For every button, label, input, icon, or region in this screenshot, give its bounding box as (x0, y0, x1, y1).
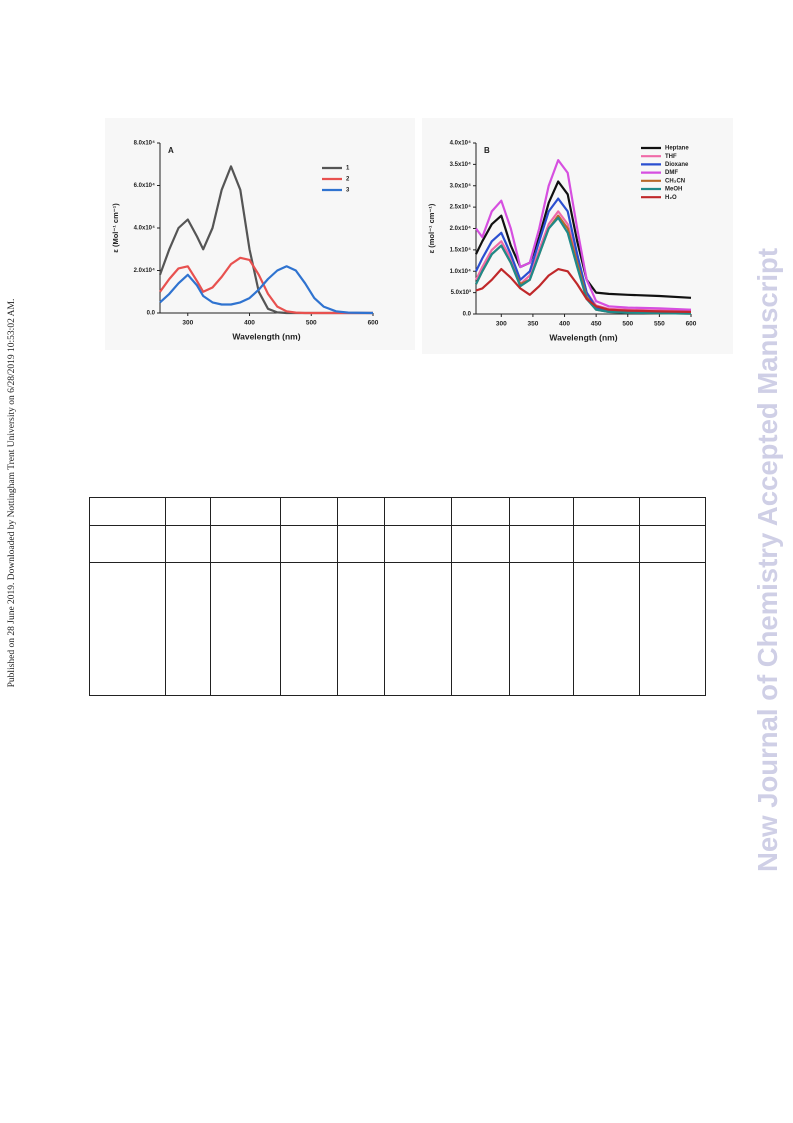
legend-label: Heptane (665, 146, 689, 152)
y-tick-label: 6.0x10⁴ (134, 183, 155, 189)
y-tick-label: 2.5x10⁴ (450, 205, 471, 211)
legend-label: MeOH (665, 187, 682, 193)
series-line (475, 268, 692, 313)
legend-label: 1 (346, 166, 350, 172)
y-tick-label: 3.0x10⁴ (450, 183, 471, 189)
y-tick-label: 8.0x10⁴ (134, 141, 155, 147)
x-tick-label: 550 (654, 321, 665, 328)
panel-label: B (484, 146, 490, 155)
legend-label: 2 (346, 177, 350, 183)
x-axis-label: Wavelength (nm) (549, 332, 617, 342)
x-axis-label: Wavelength (nm) (232, 331, 300, 341)
y-tick-label: 1.0x10⁴ (450, 269, 471, 275)
series-line (475, 180, 692, 299)
y-tick-label: 2.0x10⁴ (134, 268, 155, 274)
x-tick-label: 300 (496, 321, 507, 328)
y-tick-label: 4.0x10⁴ (134, 226, 155, 232)
y-tick-label: 0.0 (147, 311, 156, 317)
table-lines (89, 497, 706, 696)
legend-label: 3 (346, 188, 350, 194)
legend-label: Dioxane (665, 162, 689, 168)
y-tick-label: 4.0x10⁴ (450, 141, 471, 147)
legend-label: H₂O (665, 195, 677, 201)
series-line (475, 216, 692, 315)
y-tick-label: 3.5x10⁴ (450, 162, 471, 168)
x-tick-label: 500 (622, 321, 633, 328)
panel-bg (105, 118, 415, 350)
figure: 0.0 2.0x10⁴ 4.0x10⁴ 6.0x10⁴ 8.0x10⁴ 300 400 500… (105, 118, 733, 354)
x-tick-label: 300 (182, 320, 193, 327)
y-axis-label: ε (Mol⁻¹ cm⁻¹) (111, 203, 120, 253)
x-tick-label: 600 (686, 321, 697, 328)
x-tick-label: 400 (244, 320, 255, 327)
y-tick-label: 1.5x10⁴ (450, 247, 471, 253)
x-tick-label: 450 (591, 321, 602, 328)
y-tick-label: 5.0x10³ (451, 289, 471, 296)
legend-label: THF (665, 154, 677, 160)
y-tick-label: 2.0x10⁴ (450, 226, 471, 232)
x-tick-label: 350 (527, 321, 538, 328)
legend-label: CH₃CN (665, 178, 685, 184)
series-line (159, 265, 374, 315)
axes (475, 143, 691, 315)
legend-label: DMF (665, 170, 678, 176)
panel-label: A (168, 146, 174, 155)
series-line (475, 159, 692, 311)
x-tick-label: 500 (306, 320, 317, 327)
y-axis-label: ε (mol⁻¹ cm⁻¹) (427, 203, 436, 253)
series-line (159, 256, 373, 315)
x-tick-label: 600 (368, 320, 379, 327)
y-tick-label: 0.0 (463, 312, 472, 318)
x-tick-label: 400 (559, 321, 570, 328)
